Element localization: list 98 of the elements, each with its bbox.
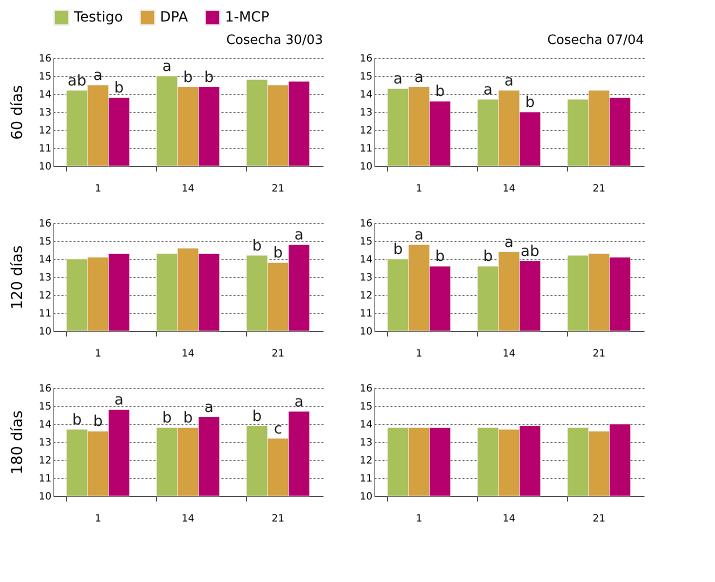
chart-title: Cosecha 30/03 [226, 33, 323, 48]
y-axis-title: 60 días [8, 85, 26, 140]
data-label: b [204, 68, 214, 86]
y-tick-label: 12 [38, 456, 52, 466]
y-tick-label: 14 [38, 254, 52, 266]
data-label: b [273, 244, 283, 262]
data-label: b [252, 406, 262, 425]
y-tick-label: 10 [38, 326, 52, 338]
data-label: b [393, 240, 403, 258]
x-tick-label: 21 [272, 514, 284, 524]
y-tick-label: 13 [360, 108, 372, 118]
y-tick-label: 15 [38, 72, 52, 82]
y-tick-label: 13 [360, 438, 372, 448]
y-tick-label: 16 [360, 384, 372, 394]
data-label: a [483, 80, 493, 98]
x-tick-label: 21 [272, 348, 284, 360]
x-tick-label: 21 [592, 184, 606, 194]
y-tick-label: 13 [38, 272, 52, 284]
y-tick-label: 14 [360, 90, 372, 100]
x-tick-label: 21 [592, 348, 606, 360]
y-tick-label: 14 [38, 420, 52, 430]
y-tick-label: 15 [360, 72, 372, 82]
x-tick-label: 1 [94, 184, 102, 194]
legend-label: DPA [160, 10, 188, 26]
data-label: a [393, 70, 403, 88]
data-label: b [183, 408, 193, 427]
data-label: b [525, 93, 535, 111]
y-tick-label: 16 [360, 218, 372, 230]
y-tick-label: 10 [360, 326, 372, 338]
y-tick-label: 11 [360, 474, 372, 484]
y-tick-label: 13 [38, 108, 52, 118]
x-tick-label: 21 [272, 184, 284, 194]
data-label: a [294, 392, 304, 410]
y-tick-label: 11 [38, 308, 52, 320]
y-tick-label: 13 [38, 438, 52, 448]
data-label: a [204, 398, 214, 416]
data-label: b [114, 78, 124, 97]
y-tick-label: 15 [38, 236, 52, 248]
data-label: b [72, 410, 82, 428]
y-tick-label: 12 [360, 290, 372, 302]
legend-label: 1-MCP [225, 10, 270, 26]
y-tick-label: 10 [38, 162, 52, 172]
y-tick-label: 15 [360, 402, 372, 412]
data-label: b [483, 247, 493, 266]
x-tick-label: 1 [94, 514, 102, 524]
y-tick-label: 14 [360, 420, 372, 430]
y-axis-title: 120 días [8, 245, 26, 310]
y-tick-label: 12 [38, 126, 52, 136]
y-tick-label: 11 [360, 144, 372, 154]
data-label: a [414, 68, 424, 86]
data-label: ab [520, 242, 540, 260]
y-tick-label: 16 [38, 218, 52, 230]
data-label: b [93, 412, 103, 430]
y-tick-label: 13 [360, 272, 372, 284]
data-label: a [504, 71, 514, 90]
y-tick-label: 12 [360, 456, 372, 466]
chart-title: Cosecha 07/04 [547, 33, 644, 48]
x-tick-label: 1 [416, 348, 422, 360]
y-tick-label: 11 [38, 144, 52, 154]
y-tick-label: 16 [38, 384, 52, 394]
x-tick-label: 14 [182, 348, 194, 360]
y-tick-label: 16 [360, 54, 372, 64]
x-tick-label: 1 [416, 184, 422, 194]
x-tick-label: 14 [182, 514, 194, 524]
data-label: b [435, 82, 445, 100]
data-label: b [435, 247, 445, 266]
y-tick-label: 10 [38, 492, 52, 502]
data-label: b [252, 236, 262, 254]
y-tick-label: 11 [360, 308, 372, 320]
y-tick-label: 10 [360, 162, 372, 172]
data-label: ab [68, 71, 86, 90]
y-tick-label: 11 [38, 474, 52, 484]
y-tick-label: 14 [38, 90, 52, 100]
data-label: c [274, 419, 282, 438]
x-tick-label: 14 [502, 184, 516, 194]
y-tick-label: 12 [38, 290, 52, 302]
y-tick-label: 14 [360, 254, 372, 266]
x-tick-label: 14 [182, 184, 194, 194]
y-tick-label: 15 [360, 236, 372, 248]
data-label: b [183, 68, 193, 86]
data-label: a [504, 232, 514, 251]
data-label: a [162, 57, 172, 75]
x-tick-label: 1 [416, 514, 422, 524]
x-tick-label: 14 [502, 514, 516, 524]
data-label: a [93, 66, 103, 84]
data-label: a [294, 226, 304, 244]
y-tick-label: 10 [360, 492, 372, 502]
x-tick-label: 14 [502, 348, 516, 360]
data-label: a [114, 390, 124, 409]
x-tick-label: 1 [94, 348, 102, 360]
y-tick-label: 15 [38, 402, 52, 412]
y-tick-label: 12 [360, 126, 372, 136]
y-axis-title: 180 días [8, 410, 26, 475]
x-tick-label: 21 [592, 514, 606, 524]
data-label: a [414, 226, 424, 244]
data-label: b [162, 408, 172, 427]
y-tick-label: 16 [38, 54, 52, 64]
legend-label: Testigo [73, 10, 123, 26]
